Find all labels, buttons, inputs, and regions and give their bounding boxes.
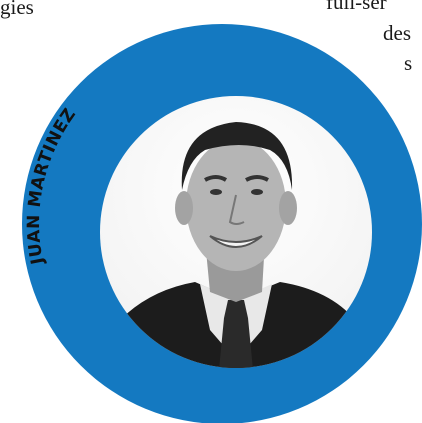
page: gies full-ser des s JUAN MARTINEZ bbox=[0, 0, 422, 423]
body-text-fragment: gies bbox=[0, 0, 34, 19]
body-text-fragment: s bbox=[404, 51, 412, 75]
body-text-fragment: des bbox=[383, 21, 411, 45]
body-text-fragment: full-ser bbox=[326, 0, 387, 14]
